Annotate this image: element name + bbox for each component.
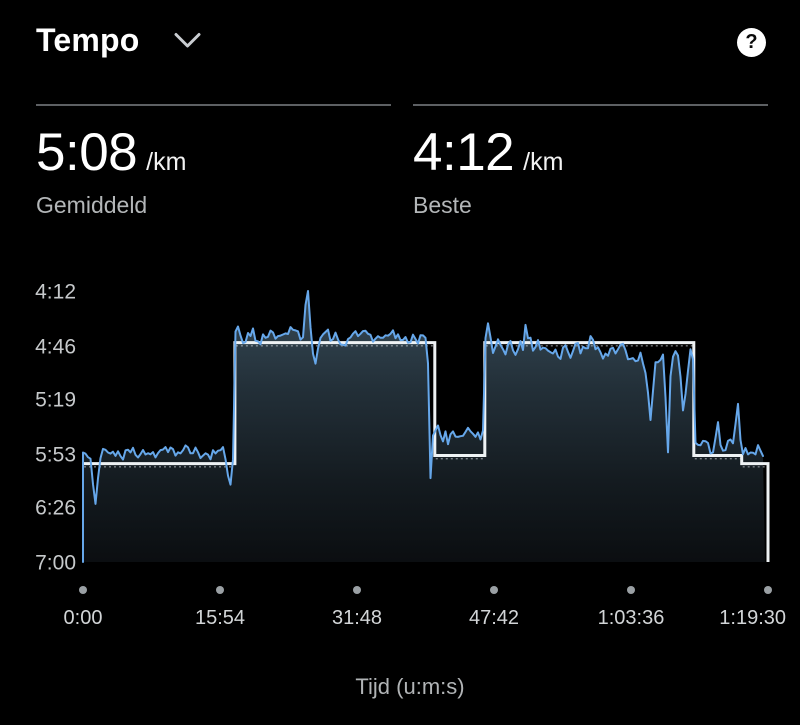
page-title: Tempo bbox=[36, 22, 140, 58]
y-axis-tick-labels: 4:12 4:46 5:19 5:53 6:26 7:00 bbox=[35, 281, 76, 575]
best-pace-unit: /km bbox=[523, 148, 564, 176]
x-tick-label: 31:48 bbox=[332, 607, 382, 629]
x-tick-dot bbox=[353, 586, 361, 594]
stat-best: 4:12 /km Beste bbox=[413, 126, 563, 219]
pace-fill-area bbox=[83, 291, 765, 562]
stat-average: 5:08 /km Gemiddeld bbox=[36, 126, 186, 219]
x-axis-tick-labels: 0:00 15:54 31:48 47:42 1:03:36 1:19:30 bbox=[64, 586, 786, 629]
chevron-down-icon bbox=[174, 33, 201, 48]
average-pace-value: 5:08 bbox=[36, 123, 138, 182]
y-tick-label: 7:00 bbox=[35, 552, 76, 575]
x-tick-label: 1:03:36 bbox=[598, 607, 665, 629]
x-tick-dot bbox=[79, 586, 87, 594]
x-tick-label: 47:42 bbox=[469, 607, 519, 629]
chart-area: 4:12 4:46 5:19 5:53 6:26 7:00 0:00 15:54 31:48 4… bbox=[0, 255, 800, 655]
pace-chart[interactable]: 4:12 4:46 5:19 5:53 6:26 7:00 0:00 15:54 31:48 4… bbox=[0, 255, 800, 655]
y-tick-label: 4:46 bbox=[35, 335, 76, 358]
x-tick-label: 0:00 bbox=[64, 607, 103, 629]
average-pace-label: Gemiddeld bbox=[36, 192, 148, 218]
y-tick-label: 6:26 bbox=[35, 497, 76, 520]
x-tick-dot bbox=[627, 586, 635, 594]
help-button[interactable]: ? bbox=[737, 28, 766, 57]
x-tick-dot bbox=[764, 586, 772, 594]
x-tick-label: 1:19:30 bbox=[719, 607, 786, 629]
x-tick-dot bbox=[216, 586, 224, 594]
y-tick-label: 4:12 bbox=[35, 281, 76, 304]
pace-line bbox=[82, 290, 764, 563]
stat-divider-right bbox=[413, 104, 768, 106]
plot-series bbox=[82, 290, 770, 563]
average-pace-unit: /km bbox=[146, 148, 187, 176]
x-tick-dot bbox=[490, 586, 498, 594]
metric-selector-dropdown[interactable]: Tempo bbox=[36, 22, 201, 59]
y-tick-label: 5:53 bbox=[35, 443, 76, 466]
best-pace-label: Beste bbox=[413, 192, 472, 218]
header: Tempo ? bbox=[0, 0, 800, 90]
stat-divider-left bbox=[36, 104, 391, 106]
x-axis-title: Tijd (u:m:s) bbox=[355, 674, 465, 699]
best-pace-value: 4:12 bbox=[413, 123, 515, 182]
y-tick-label: 5:19 bbox=[35, 389, 76, 412]
x-tick-label: 15:54 bbox=[195, 607, 245, 629]
